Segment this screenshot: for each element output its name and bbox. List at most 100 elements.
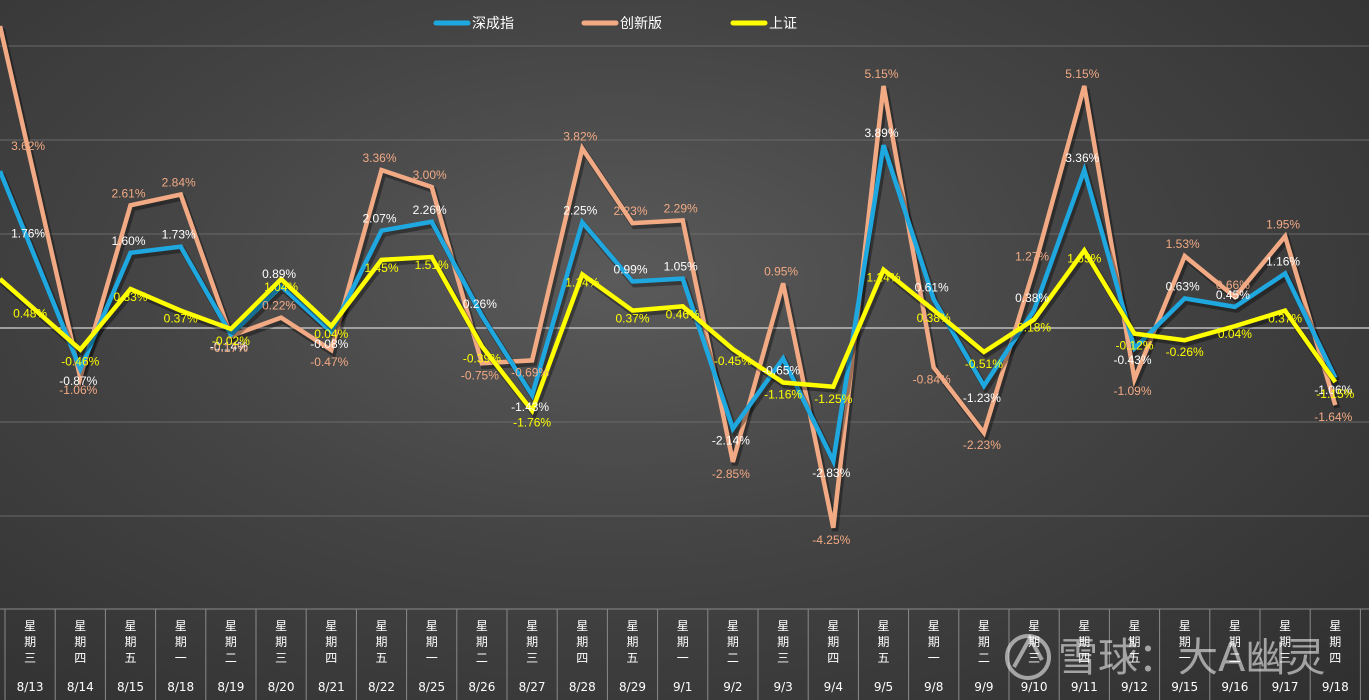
legend-label: 深成指 [472, 16, 514, 32]
date-label: 8/20 [268, 680, 295, 694]
snowball-logo-icon [1005, 633, 1051, 680]
data-label: 1.27% [1015, 249, 1049, 263]
data-label: 0.66% [1216, 278, 1250, 292]
date-label: 8/13 [17, 680, 44, 694]
data-label: -0.87% [59, 374, 97, 388]
date-label: 8/29 [619, 680, 646, 694]
data-label: 1.95% [1266, 217, 1300, 231]
date-label: 9/1 [673, 680, 692, 694]
data-label: 0.83% [113, 290, 147, 304]
weekday-label: 期 [225, 635, 237, 649]
date-label: 9/4 [824, 680, 843, 694]
weekday-label: 期 [526, 635, 538, 649]
weekday-label: 一 [677, 651, 689, 665]
data-label: 0.61% [915, 280, 949, 294]
data-label: -0.51% [965, 357, 1003, 371]
data-label: -1.06% [59, 383, 97, 397]
data-label: 2.29% [664, 201, 698, 215]
weekday-label: 期 [476, 635, 488, 649]
date-label: 9/5 [874, 680, 893, 694]
weekday-label: 星 [626, 619, 638, 633]
weekday-label: 期 [175, 635, 187, 649]
data-label: -2.23% [963, 438, 1001, 452]
weekday-label: 期 [375, 635, 387, 649]
data-label: 0.18% [1017, 321, 1051, 335]
weekday-label: 星 [877, 619, 889, 633]
weekday-label: 星 [1179, 619, 1191, 633]
data-label: -0.75% [461, 368, 499, 382]
data-label: -0.26% [1166, 345, 1204, 359]
data-label: -2.14% [712, 434, 750, 448]
weekday-label: 二 [1229, 651, 1241, 665]
series-line-1 [0, 25, 1338, 529]
series-lines [0, 25, 1341, 532]
date-label: 8/15 [117, 680, 144, 694]
data-label: -1.64% [1314, 410, 1352, 424]
data-label: -0.14% [210, 340, 248, 354]
legend: 深成指 创新版 上证 [433, 16, 797, 32]
date-label: 8/18 [167, 680, 194, 694]
weekday-label: 四 [325, 651, 337, 665]
weekday-label: 期 [74, 635, 86, 649]
data-label: 1.65% [1067, 251, 1101, 265]
weekday-label: 期 [24, 635, 36, 649]
weekday-label: 期 [677, 635, 689, 649]
weekday-label: 期 [426, 635, 438, 649]
weekday-label: 三 [777, 651, 789, 665]
weekday-label: 星 [978, 619, 990, 633]
data-label: 1.04% [264, 280, 298, 294]
legend-label: 创新版 [620, 16, 662, 32]
weekday-label: 星 [1028, 619, 1040, 633]
data-label: 1.60% [111, 234, 145, 248]
data-label: -0.69% [511, 365, 549, 379]
weekday-label: 期 [124, 635, 136, 649]
data-label: 0.95% [764, 264, 798, 278]
weekday-label: 期 [928, 635, 940, 649]
data-label: -1.25% [814, 392, 852, 406]
weekday-label: 四 [576, 651, 588, 665]
weekday-label: 星 [24, 619, 36, 633]
weekday-label: 星 [576, 619, 588, 633]
data-label: 2.07% [362, 212, 396, 226]
weekday-label: 期 [325, 635, 337, 649]
date-label: 9/18 [1322, 680, 1349, 694]
weekday-label: 期 [1329, 635, 1341, 649]
data-label: 5.15% [1065, 67, 1099, 81]
data-label: -1.76% [513, 416, 551, 430]
weekday-label: 一 [175, 651, 187, 665]
data-label: 0.45% [1216, 288, 1250, 302]
weekday-label: 四 [1078, 651, 1090, 665]
date-label: 9/15 [1171, 680, 1198, 694]
weekday-label: 二 [727, 651, 739, 665]
date-label: 9/9 [974, 680, 993, 694]
data-label: -1.15% [1316, 387, 1354, 401]
series-line-2 [0, 246, 1338, 416]
data-label: 1.53% [1166, 237, 1200, 251]
weekday-label: 期 [1078, 635, 1090, 649]
weekday-label: 星 [476, 619, 488, 633]
data-label: 2.23% [613, 204, 647, 218]
data-labels: 1.76% -0.87% 1.60% 1.73% -0.14% 0.89% -0.08% 2.… [11, 67, 1355, 547]
weekday-label: 期 [576, 635, 588, 649]
data-label: -0.39% [463, 351, 501, 365]
data-label: -0.12% [1115, 339, 1153, 353]
weekday-label: 星 [1329, 619, 1341, 633]
weekday-label: 星 [827, 619, 839, 633]
data-label: -2.83% [812, 466, 850, 480]
date-label: 8/14 [67, 680, 94, 694]
watermark: 雪球：大A幽灵 [1005, 633, 1325, 681]
weekday-label: 期 [777, 635, 789, 649]
data-label: 0.37% [615, 312, 649, 326]
data-label: 3.36% [362, 151, 396, 165]
data-label: 1.51% [415, 258, 449, 272]
data-label: -1.43% [511, 400, 549, 414]
weekday-label: 四 [74, 651, 86, 665]
weekday-label: 星 [275, 619, 287, 633]
weekday-label: 期 [1128, 635, 1140, 649]
date-label: 9/2 [723, 680, 742, 694]
date-label: 9/17 [1272, 680, 1299, 694]
weekday-label: 五 [375, 651, 387, 665]
weekday-label: 星 [375, 619, 387, 633]
data-label: -0.43% [1113, 353, 1151, 367]
weekday-label: 星 [1229, 619, 1241, 633]
